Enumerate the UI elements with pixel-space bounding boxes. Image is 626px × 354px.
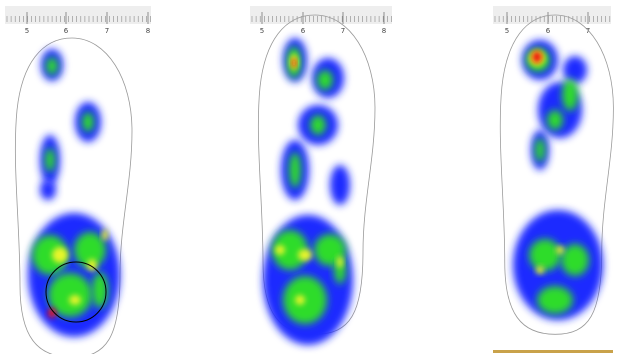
- pressure-green: [46, 57, 58, 75]
- color-strip: [493, 350, 613, 353]
- pressure-green: [562, 79, 578, 111]
- pressure-red: [532, 51, 542, 63]
- ruler-label: 7: [105, 27, 109, 35]
- pressure-yellow: [102, 229, 108, 241]
- pressure-blue: [563, 56, 587, 84]
- ruler-label: 6: [301, 27, 306, 35]
- pressure-green: [561, 244, 589, 276]
- pressure-yellow: [275, 245, 285, 255]
- ruler-label: 7: [341, 27, 345, 35]
- pressure-green: [535, 138, 545, 162]
- pressure-yellow: [298, 249, 312, 261]
- pressure-yellow: [536, 266, 544, 274]
- ruler-label: 5: [505, 27, 509, 35]
- pressure-yellow: [69, 295, 81, 305]
- pressure-yellow: [295, 295, 305, 305]
- pressure-green: [310, 115, 326, 135]
- pressure-green: [537, 286, 573, 314]
- ruler-label: 5: [25, 27, 29, 35]
- ruler-label: 6: [64, 27, 69, 35]
- pressure-maps: 56785678567: [0, 0, 626, 354]
- ruler-label: 8: [382, 27, 386, 35]
- pressure-yellow: [337, 256, 343, 268]
- ruler-label: 8: [146, 27, 150, 35]
- ruler-label: 6: [546, 27, 551, 35]
- pressure-green: [529, 239, 561, 271]
- pressure-green: [317, 70, 333, 90]
- pressure-green: [45, 148, 55, 172]
- pressure-blue: [330, 165, 350, 205]
- pressure-green: [82, 112, 94, 132]
- pressure-yellow: [52, 247, 68, 263]
- pressure-green: [547, 110, 563, 130]
- pressure-red: [292, 58, 296, 68]
- pressure-blue: [40, 180, 56, 200]
- pressure-yellow: [556, 246, 564, 254]
- pressure-green: [289, 152, 301, 188]
- ruler-label: 5: [260, 27, 264, 35]
